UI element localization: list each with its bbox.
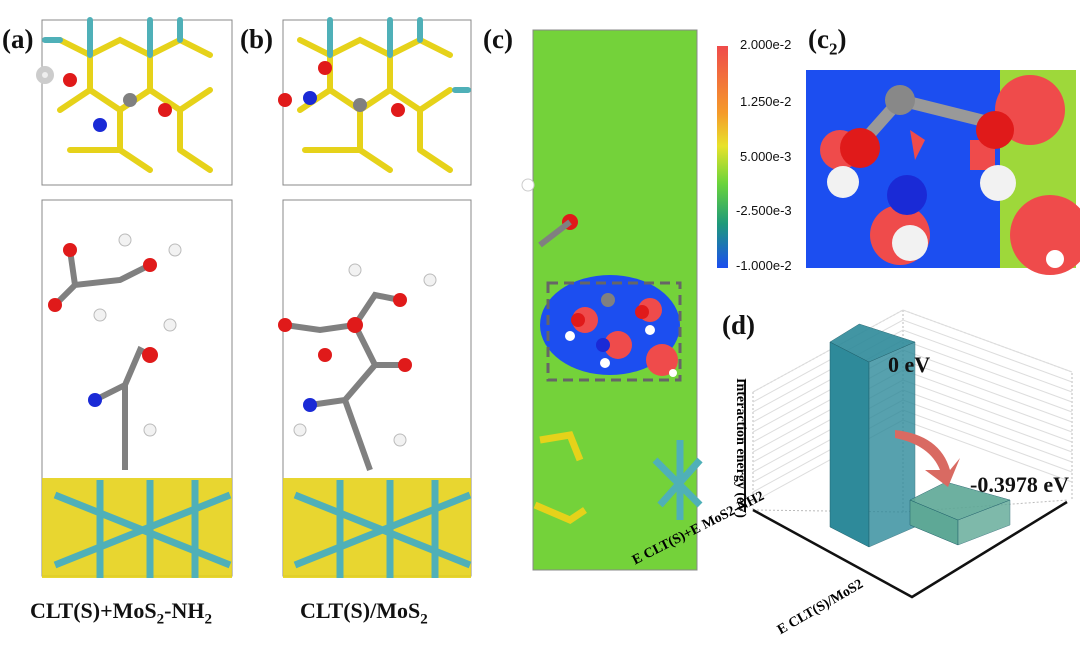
panel-label-b: (b) — [240, 24, 273, 54]
caption-a: CLT(S)+MoS2-NH2 — [30, 598, 212, 628]
panel-label-c: (c) — [483, 24, 513, 54]
colorbar-tick: 1.250e-2 — [740, 94, 792, 109]
mos2-slab-a — [42, 478, 232, 578]
data-label-bar-1: 0 eV — [888, 352, 931, 377]
panel-label-d: (d) — [722, 310, 755, 340]
molecule-b — [278, 263, 437, 472]
unit-cell-a-top — [41, 19, 233, 186]
colorbar — [717, 46, 728, 268]
colorbar-tick: 2.000e-2 — [740, 37, 792, 52]
colorbar-tick: 5.000e-3 — [740, 149, 792, 164]
mos2-top-view-a — [36, 17, 213, 173]
panel-label-a: (a) — [2, 24, 34, 54]
molecule-a — [48, 233, 182, 470]
bar-1-face-1 — [829, 341, 870, 548]
zoomed-charge-map — [806, 70, 1080, 275]
transition-arrow — [895, 430, 960, 487]
panel-label-c2: (c2) — [808, 24, 847, 59]
bar-1-face-3 — [829, 323, 916, 363]
mos2-top-view-b — [278, 17, 471, 173]
data-label-bar-2: -0.3978 eV — [970, 472, 1069, 497]
colorbar-tick: -2.500e-3 — [736, 203, 792, 218]
zoom-region-box — [546, 281, 682, 382]
bar-2-face-3 — [909, 481, 1011, 521]
colorbar-tick: -1.000e-2 — [736, 258, 792, 273]
bars-group — [829, 323, 1011, 548]
caption-b: CLT(S)/MoS2 — [300, 598, 428, 628]
mos2-slab-b — [283, 478, 472, 578]
